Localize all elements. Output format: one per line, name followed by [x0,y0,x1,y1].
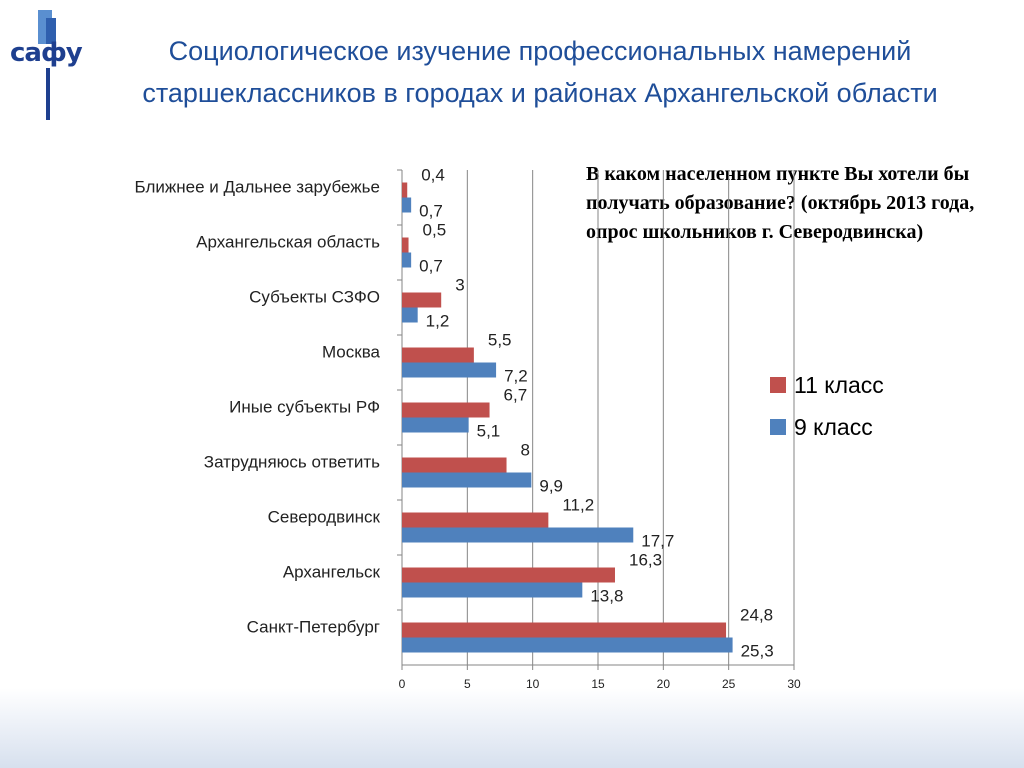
data-label-9-class: 0,7 [419,202,443,221]
data-label-11-class: 3 [455,276,464,295]
legend-swatch-11 [770,377,786,393]
legend-label-9: 9 класс [794,413,873,440]
legend-label-11: 11 класс [794,371,884,398]
bar-11-class [402,292,442,308]
category-label: Субъекты СЗФО [249,288,380,307]
category-label: Ближнее и Дальнее зарубежье [135,178,380,197]
bar-9-class [402,417,469,433]
data-label-11-class: 16,3 [629,551,662,570]
data-label-9-class: 5,1 [477,422,501,441]
survey-question: В каком населенном пункте Вы хотели бы п… [586,163,975,243]
bar-11-class [402,567,615,583]
data-label-9-class: 1,2 [426,312,450,331]
data-label-11-class: 5,5 [488,331,512,350]
bar-9-class [402,252,412,268]
x-tick-label: 5 [464,677,471,691]
bar-11-class [402,457,507,473]
category-label: Архангельск [283,563,381,582]
x-tick-label: 15 [591,677,605,691]
bar-9-class [402,582,583,598]
data-label-9-class: 13,8 [590,587,623,606]
legend-item-9: 9 класс [770,406,884,448]
legend-item-11: 11 класс [770,364,884,406]
category-label: Иные субъекты РФ [229,398,380,417]
logo-emblem-icon [38,10,56,120]
bar-11-class [402,402,490,418]
data-label-11-class: 0,4 [421,166,445,185]
category-label: Москва [322,343,381,362]
bar-9-class [402,362,497,378]
category-label: Санкт-Петербург [247,618,380,637]
x-tick-label: 10 [526,677,540,691]
bar-11-class [402,347,474,363]
data-label-11-class: 0,5 [423,221,447,240]
bar-9-class [402,527,634,543]
data-label-9-class: 17,7 [641,532,674,551]
data-label-11-class: 8 [521,441,530,460]
legend-swatch-9 [770,419,786,435]
bar-11-class [402,622,727,638]
bar-9-class [402,197,412,213]
data-label-9-class: 9,9 [539,477,563,496]
data-label-9-class: 0,7 [419,257,443,276]
data-label-11-class: 24,8 [740,606,773,625]
logo-wordmark: сафу [10,38,83,68]
bar-11-class [402,237,409,253]
category-label: Архангельская область [196,233,380,252]
data-label-11-class: 11,2 [562,496,594,515]
bar-11-class [402,182,408,198]
chart-legend: 11 класс 9 класс [770,364,884,448]
university-logo: сафу [10,8,90,120]
x-tick-label: 25 [722,677,736,691]
x-tick-label: 0 [399,677,406,691]
page-title: Социологическое изучение профессиональны… [142,36,938,108]
data-label-9-class: 25,3 [741,642,774,661]
bar-9-class [402,637,733,653]
x-tick-label: 20 [657,677,671,691]
x-tick-label: 30 [787,677,801,691]
bar-9-class [402,307,418,323]
footer-band [0,688,1024,768]
bar-9-class [402,472,532,488]
data-label-9-class: 7,2 [504,367,528,386]
category-label: Затрудняюсь ответить [204,453,380,472]
bar-11-class [402,512,549,528]
category-label: Северодвинск [268,508,381,527]
data-label-11-class: 6,7 [504,386,528,405]
